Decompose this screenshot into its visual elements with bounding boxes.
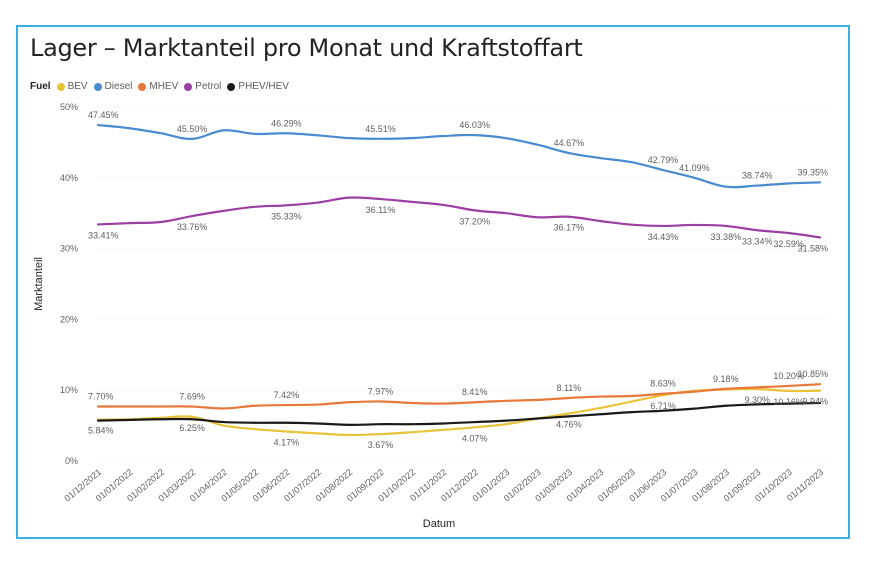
legend-label: Petrol xyxy=(195,81,222,92)
data-label-diesel: 47.45% xyxy=(88,110,119,120)
y-tick-label: 30% xyxy=(60,244,78,254)
data-label-mhev: 8.11% xyxy=(556,383,581,393)
chart-frame xyxy=(16,25,850,539)
data-label-mhev: 7.70% xyxy=(88,391,114,401)
legend-marker xyxy=(56,82,65,91)
data-label-bev: 6.25% xyxy=(179,423,205,433)
legend-title: Fuel xyxy=(30,81,51,92)
series-line-diesel xyxy=(96,123,822,189)
data-label-petrol: 36.11% xyxy=(366,205,396,215)
y-tick-label: 40% xyxy=(60,173,78,183)
data-label-diesel: 46.29% xyxy=(271,118,302,128)
legend-marker xyxy=(184,82,193,91)
y-axis-title: Marktanteil xyxy=(33,257,45,311)
series-line-mhev xyxy=(96,383,822,410)
data-label-diesel: 42.79% xyxy=(648,155,679,165)
data-label-bev: 5.84% xyxy=(88,426,114,436)
data-label-bev: 4.76% xyxy=(556,419,582,429)
data-label-mhev: 10.85% xyxy=(797,369,828,379)
chart-legend: Fuel BEV Diesel MHEV Petrol PHEV/HEV xyxy=(30,81,295,92)
series-line-phev-hev xyxy=(96,401,822,427)
data-label-petrol: 34.43% xyxy=(648,232,679,242)
series-line-bev xyxy=(96,387,822,437)
data-label-diesel: 38.74% xyxy=(742,171,773,181)
y-tick-label: 10% xyxy=(60,385,78,395)
legend-label: Diesel xyxy=(104,81,133,92)
data-label-mhev: 7.42% xyxy=(274,390,300,400)
chart-title: Lager – Marktanteil pro Monat und Krafts… xyxy=(30,34,583,62)
data-label-bev: 10.16% xyxy=(773,397,804,407)
data-label-mhev: 7.97% xyxy=(368,386,394,396)
data-label-diesel: 45.50% xyxy=(177,124,208,134)
data-label-mhev: 9.18% xyxy=(713,374,739,384)
data-label-bev: 9.94% xyxy=(802,397,828,407)
data-label-petrol: 33.34% xyxy=(742,236,773,246)
data-label-mhev: 7.69% xyxy=(179,392,205,402)
data-label-bev: 6.71% xyxy=(650,401,676,411)
data-label-diesel: 46.03% xyxy=(459,120,490,130)
legend-label: BEV xyxy=(67,81,88,92)
data-label-mhev: 10.20% xyxy=(773,371,804,381)
series-line-petrol xyxy=(96,196,822,239)
legend-item-phev-hev[interactable]: PHEV/HEV xyxy=(227,81,289,92)
data-label-mhev: 8.41% xyxy=(462,387,488,397)
data-label-petrol: 33.76% xyxy=(177,222,208,232)
legend-label: PHEV/HEV xyxy=(238,81,289,92)
data-label-bev: 4.17% xyxy=(274,437,300,447)
x-axis-title: Datum xyxy=(423,518,455,530)
data-label-bev: 4.07% xyxy=(462,433,488,443)
data-label-bev: 3.67% xyxy=(368,440,394,450)
legend-item-bev[interactable]: BEV xyxy=(56,81,88,92)
data-label-diesel: 44.67% xyxy=(554,138,585,148)
data-label-petrol: 36.17% xyxy=(554,223,585,233)
data-label-diesel: 45.51% xyxy=(365,124,396,134)
legend-item-mhev[interactable]: MHEV xyxy=(138,81,178,92)
legend-marker xyxy=(93,82,102,91)
legend-item-diesel[interactable]: Diesel xyxy=(93,81,133,92)
data-label-petrol: 32.59% xyxy=(773,239,804,249)
legend-item-petrol[interactable]: Petrol xyxy=(184,81,221,92)
legend-marker xyxy=(227,82,236,91)
data-label-petrol: 37.20% xyxy=(459,216,490,226)
data-label-petrol: 31.58% xyxy=(797,243,828,253)
legend-label: MHEV xyxy=(149,81,179,92)
y-tick-label: 0% xyxy=(65,456,78,466)
data-label-petrol: 33.41% xyxy=(88,230,119,240)
data-label-petrol: 35.33% xyxy=(271,211,302,221)
data-label-diesel: 41.09% xyxy=(679,163,710,173)
data-label-diesel: 39.35% xyxy=(797,167,828,177)
y-tick-label: 20% xyxy=(60,314,78,324)
data-label-bev: 9.30% xyxy=(744,395,770,405)
legend-marker xyxy=(138,82,147,91)
y-tick-label: 50% xyxy=(60,102,78,112)
data-label-petrol: 33.38% xyxy=(711,232,742,242)
data-label-mhev: 8.63% xyxy=(650,379,676,389)
